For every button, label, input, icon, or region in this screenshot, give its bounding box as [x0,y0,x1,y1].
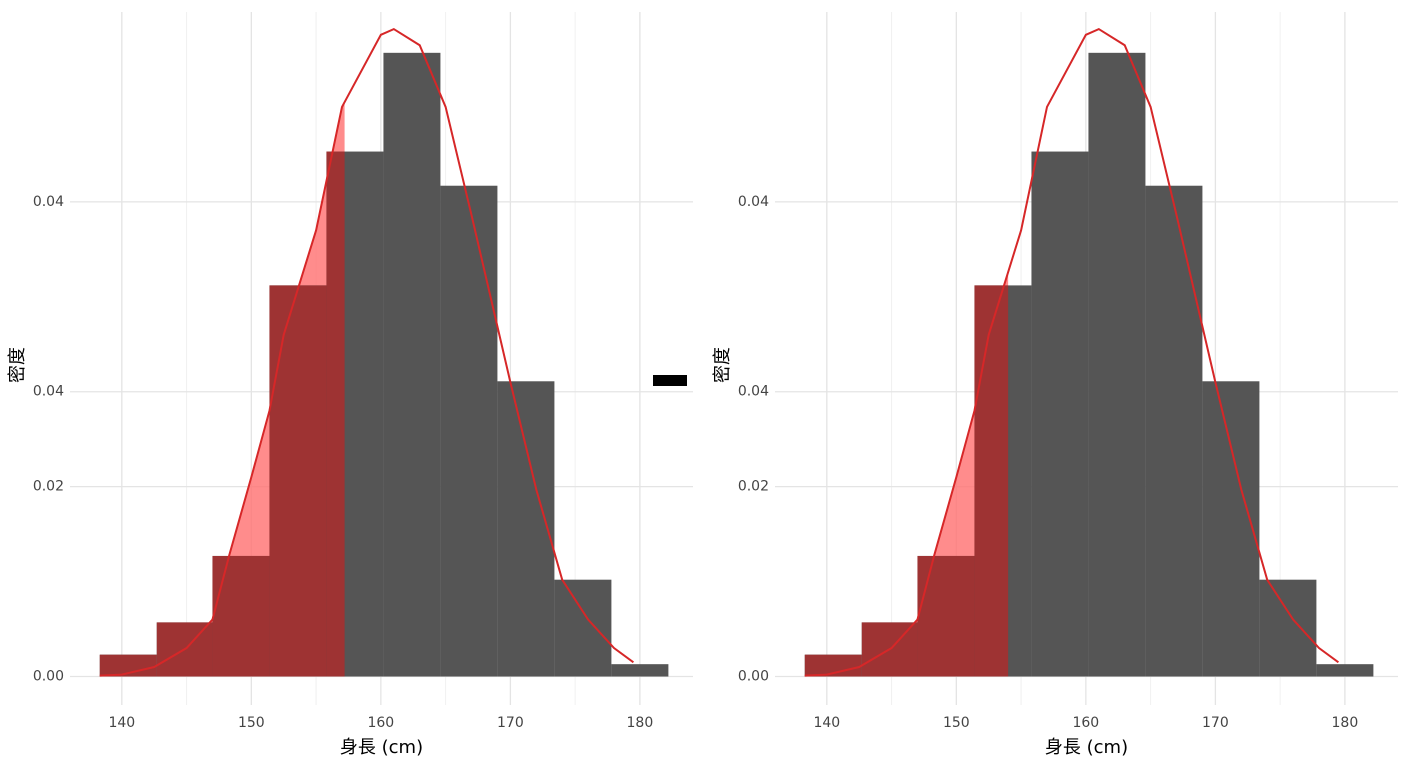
bar-shaded [99,654,157,677]
y-tick-label: 0.02 [738,479,769,495]
bar [1316,664,1374,677]
y-tick-label: 0.04 [33,384,64,400]
density-curve [804,27,1340,677]
bar-shaded [212,555,270,677]
x-tick-label: 160 [1072,715,1099,731]
bar [1088,52,1146,677]
bar [1259,579,1317,677]
artifact-block [653,375,687,386]
x-tick-label: 150 [238,715,265,731]
x-tick-label: 160 [367,715,394,731]
y-tick-label: 0.04 [738,384,769,400]
bar [1202,381,1260,677]
bar [383,52,441,677]
y-tick-label: 0.00 [738,669,769,685]
bar-shaded [269,285,327,677]
x-tick-label: 180 [1332,715,1359,731]
bar-shaded [917,555,975,677]
x-tick-label: 140 [813,715,840,731]
bar-shaded [974,285,1009,677]
bar [1145,185,1203,677]
x-axis-title: 身長 (cm) [1045,737,1128,758]
x-axis-title: 身長 (cm) [340,737,423,758]
bar-shaded [326,151,345,677]
bar [497,381,555,677]
x-tick-label: 170 [1202,715,1229,731]
bar-shaded [804,654,862,677]
density-curve [99,27,635,677]
y-tick-label: 0.02 [33,479,64,495]
y-tick-label: 0.04 [738,194,769,210]
y-axis-title: 密度 [712,347,733,383]
y-tick-label: 0.00 [33,669,64,685]
bar [611,664,669,677]
x-tick-label: 140 [108,715,135,731]
y-tick-label: 0.04 [33,194,64,210]
x-tick-label: 180 [627,715,654,731]
x-tick-label: 170 [497,715,524,731]
bar [440,185,498,677]
bar [554,579,612,677]
y-axis-title: 密度 [7,347,28,383]
x-tick-label: 150 [943,715,970,731]
bar [1031,151,1089,677]
